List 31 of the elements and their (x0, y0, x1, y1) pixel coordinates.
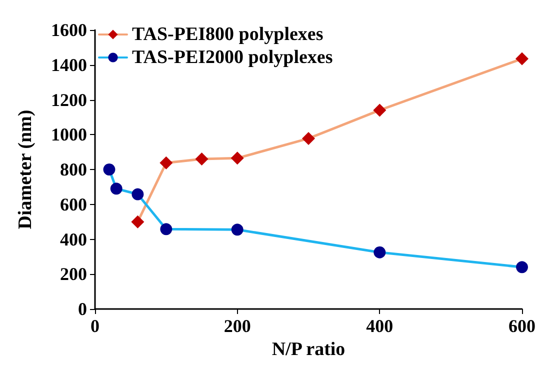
point (195, 152, 208, 166)
point (110, 182, 122, 195)
point (160, 156, 173, 170)
x-axis-title: N/P ratio (272, 338, 346, 360)
point (231, 224, 244, 236)
x-tick-label: 0 (90, 316, 100, 336)
y-tick-label: 1000 (51, 124, 87, 145)
y-tick-label: 1600 (51, 20, 87, 40)
y-tick-label: 1400 (51, 54, 87, 75)
y-tick-label: 0 (78, 299, 87, 319)
point (230, 152, 244, 165)
point (302, 132, 315, 145)
point (160, 223, 172, 236)
y-tick-label: 600 (60, 194, 87, 214)
x-tick-label: 600 (508, 316, 536, 336)
x-tick-label: 400 (366, 316, 394, 336)
point (516, 261, 528, 274)
y-tick-label: 200 (60, 264, 87, 284)
point (516, 52, 528, 66)
point (374, 246, 386, 258)
point (373, 104, 386, 117)
y-tick-label: 1200 (51, 90, 87, 110)
y-tick-label: 400 (60, 229, 87, 250)
legend-label: TAS-PEI800 polyplexes (132, 24, 324, 45)
x-tick-label: 200 (224, 316, 251, 336)
y-tick-label: 800 (60, 160, 87, 180)
point (132, 188, 144, 200)
point (103, 164, 116, 176)
legend-label: TAS-PEI2000 polyplexes (132, 47, 333, 68)
point (131, 215, 144, 228)
y-axis-title: Diameter (nm) (15, 110, 36, 230)
